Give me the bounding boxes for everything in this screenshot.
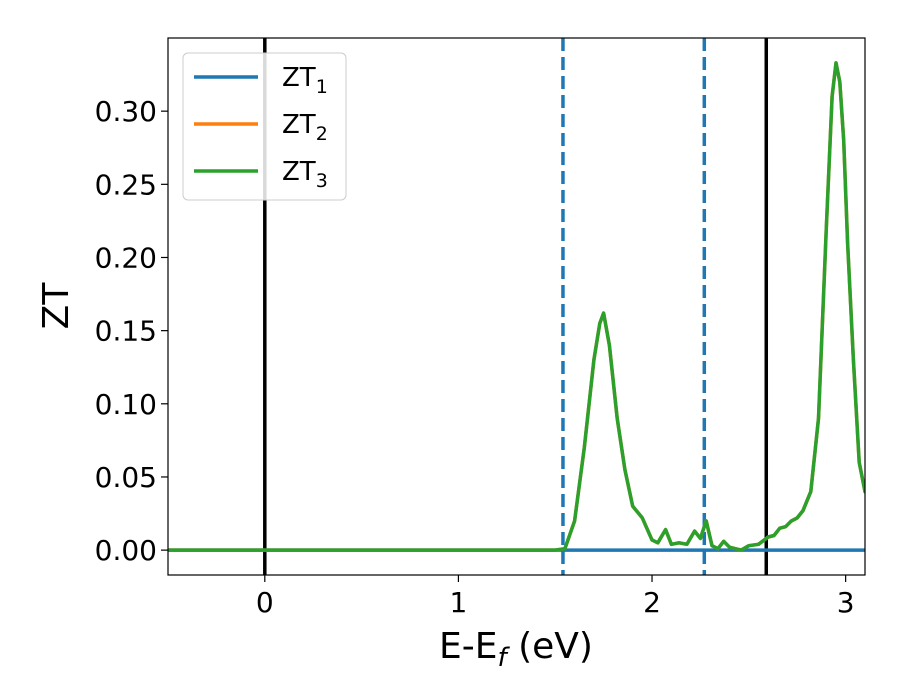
x-axis-ticks: 0 1 2 3: [256, 575, 855, 619]
x-axis-label-main: E-E: [439, 626, 497, 667]
y-tick-label: 0.25: [95, 168, 157, 201]
x-tick-label: 3: [837, 586, 855, 619]
series-line-3: [168, 61, 865, 552]
legend-label: ZT3: [282, 157, 328, 192]
y-tick-label: 0.05: [95, 461, 157, 494]
legend-box: [182, 52, 347, 201]
legend: ZT1 ZT2 ZT3: [182, 52, 347, 201]
legend-label: ZT2: [282, 110, 328, 145]
legend-label: ZT1: [282, 63, 328, 98]
y-axis-ticks: 0.00 0.05 0.10 0.15 0.20 0.25 0.30: [95, 95, 168, 567]
x-tick-label: 0: [256, 586, 274, 619]
x-axis-label: E-Ef (eV): [439, 626, 593, 673]
y-tick-label: 0.20: [95, 241, 157, 274]
x-tick-label: 1: [450, 586, 468, 619]
y-tick-label: 0.30: [95, 95, 157, 128]
plot-frame: [167, 37, 866, 576]
x-axis-label-unit: (eV): [507, 626, 593, 667]
y-tick-label: 0.00: [95, 534, 157, 567]
series-lines: [168, 61, 865, 552]
y-tick-label: 0.10: [95, 388, 157, 421]
x-tick-label: 2: [643, 586, 661, 619]
y-axis-label: ZT: [36, 282, 77, 330]
y-tick-label: 0.15: [95, 315, 157, 348]
